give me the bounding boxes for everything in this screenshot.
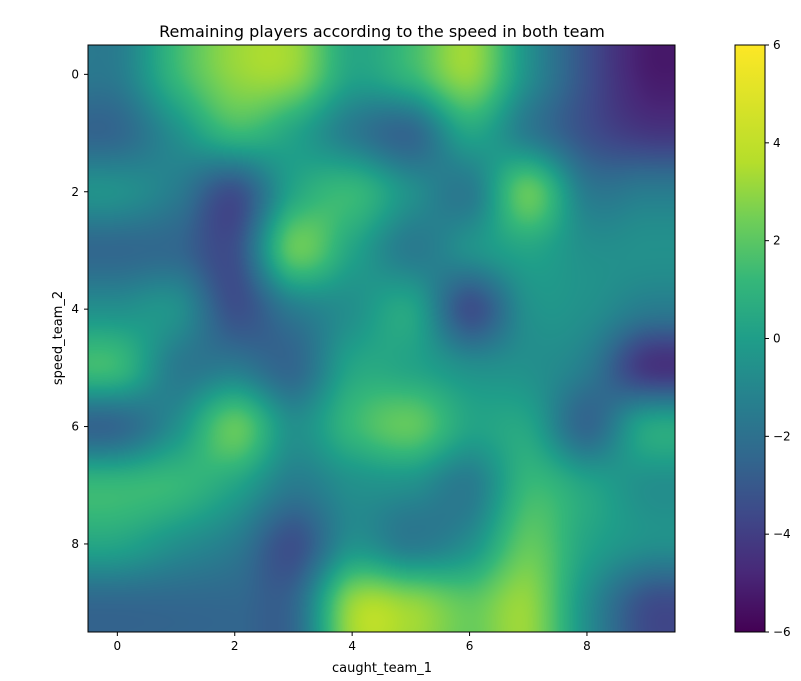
- y-tick-label: 8: [71, 537, 79, 551]
- plot-frame: [87, 44, 676, 633]
- y-axis: 0 2 4 6 8: [71, 67, 88, 551]
- colorbar-ticks: −6 −4 −2 0 2 4 6: [765, 38, 791, 639]
- colorbar: −6 −4 −2 0 2 4 6: [734, 38, 791, 639]
- y-axis-label: speed_team_2: [51, 291, 66, 385]
- x-tick-label: 2: [231, 639, 239, 653]
- colorbar-gradient: [735, 45, 765, 632]
- colorbar-tick-label: −6: [773, 625, 791, 639]
- colorbar-tick-label: 0: [773, 332, 781, 346]
- x-tick-label: 0: [114, 639, 122, 653]
- colorbar-tick-label: 4: [773, 136, 781, 150]
- y-tick-label: 2: [71, 185, 79, 199]
- x-axis-label: caught_team_1: [332, 661, 432, 676]
- y-tick-label: 0: [71, 67, 79, 81]
- colorbar-tick-label: −2: [773, 429, 791, 443]
- colorbar-tick-label: 2: [773, 234, 781, 248]
- chart-title: Remaining players according to the speed…: [159, 22, 605, 41]
- y-tick-label: 4: [71, 302, 79, 316]
- x-axis: 0 2 4 6 8: [114, 632, 591, 653]
- colorbar-tick-label: −4: [773, 527, 791, 541]
- y-tick-label: 6: [71, 420, 79, 434]
- x-tick-label: 4: [348, 639, 356, 653]
- heatmap-area: [88, 45, 675, 632]
- x-tick-label: 8: [583, 639, 591, 653]
- colorbar-tick-label: 6: [773, 38, 781, 52]
- x-tick-label: 6: [466, 639, 474, 653]
